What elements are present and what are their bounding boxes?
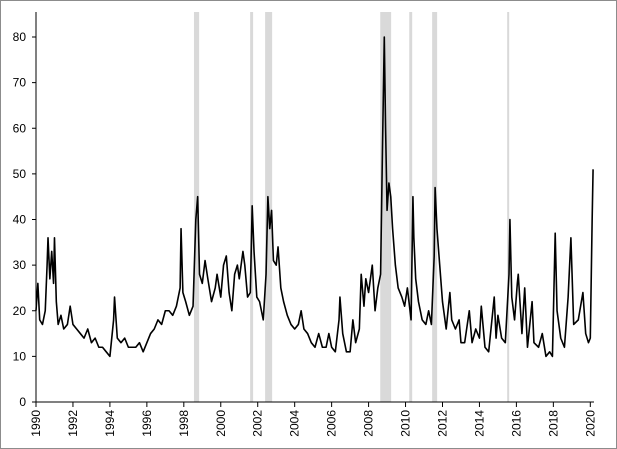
x-tick-label: 2016 xyxy=(509,410,523,437)
x-tick-label: 2000 xyxy=(214,410,228,437)
y-tick-label: 40 xyxy=(13,213,27,227)
x-tick-label: 1996 xyxy=(140,410,154,437)
x-tick-label: 1992 xyxy=(66,410,80,437)
y-tick-label: 60 xyxy=(13,121,27,135)
shaded-period xyxy=(380,12,392,402)
series-line xyxy=(35,36,594,358)
x-tick-label: 1994 xyxy=(103,410,117,437)
y-tick-label: 0 xyxy=(19,395,26,409)
y-tick-label: 30 xyxy=(13,258,27,272)
y-tick-label: 80 xyxy=(13,30,27,44)
y-tick-label: 70 xyxy=(13,76,27,90)
x-tick-label: 2018 xyxy=(546,410,560,437)
x-tick-label: 2010 xyxy=(399,410,413,437)
x-tick-label: 2004 xyxy=(288,410,302,437)
x-tick-label: 1998 xyxy=(177,410,191,437)
x-tick-label: 2002 xyxy=(251,410,265,437)
x-tick-label: 2012 xyxy=(435,410,449,437)
shaded-period xyxy=(409,12,413,402)
y-tick-label: 50 xyxy=(13,167,27,181)
y-tick-label: 10 xyxy=(13,349,27,363)
x-tick-label: 2020 xyxy=(583,410,597,437)
x-tick-label: 2014 xyxy=(472,410,486,437)
x-tick-label: 2008 xyxy=(362,410,376,437)
y-tick-label: 20 xyxy=(13,304,27,318)
x-tick-label: 1990 xyxy=(29,410,43,437)
shaded-period xyxy=(507,12,510,402)
x-tick-label: 2006 xyxy=(325,410,339,437)
